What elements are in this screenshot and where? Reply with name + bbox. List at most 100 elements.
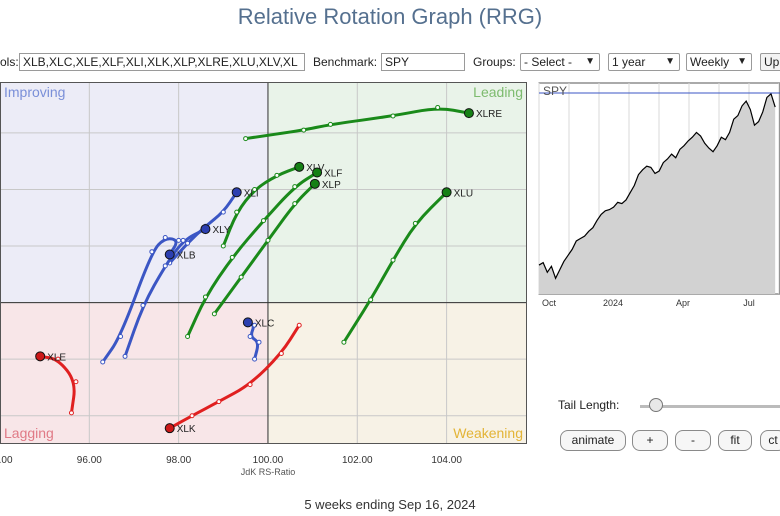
quadrant-leading <box>267 82 527 303</box>
tail-point <box>292 184 298 190</box>
tail-point <box>149 249 155 255</box>
plot-frame <box>0 82 527 444</box>
tail-xlf: XLF <box>185 167 342 340</box>
tail-point <box>256 339 262 345</box>
tail-point <box>180 237 186 243</box>
tail-point <box>292 201 298 207</box>
tail-point <box>252 186 258 192</box>
tail-xlre: XLRE <box>243 104 502 142</box>
tail-point <box>216 399 222 405</box>
quadrant-label-lagging: Lagging <box>4 425 54 441</box>
page-title: Relative Rotation Graph (RRG) <box>237 4 543 29</box>
period-caption: 5 weeks ending Sep 16, 2024 <box>304 497 476 512</box>
tail-head-marker <box>200 224 211 235</box>
x-tick-label: 96.00 <box>77 455 102 466</box>
x-tick-label: 98.00 <box>166 455 191 466</box>
tail-line <box>342 190 449 344</box>
tail-line <box>186 171 319 339</box>
tail-head-marker <box>164 249 175 260</box>
tail-point <box>176 237 182 243</box>
period-select[interactable]: 1 year ▼ <box>608 53 680 71</box>
tail-point <box>185 240 191 246</box>
benchmark-title: SPY <box>543 84 567 98</box>
tail-xlb: XLB <box>100 235 196 365</box>
tail-line <box>123 227 207 358</box>
tail-head-marker <box>309 178 320 189</box>
tail-point <box>189 413 195 419</box>
update-button[interactable]: Up <box>760 53 780 71</box>
zoom-in-button[interactable]: + <box>632 430 668 451</box>
tail-point <box>100 359 106 365</box>
groups-select[interactable]: - Select - ▼ <box>520 53 600 71</box>
fit-button[interactable]: fit <box>718 430 752 451</box>
tail-point <box>185 334 191 340</box>
tail-head-marker <box>312 167 323 178</box>
tail-length-slider[interactable] <box>640 405 780 408</box>
tail-label: XLE <box>47 352 66 363</box>
tail-point <box>296 322 302 328</box>
quadrant-lagging <box>0 302 268 444</box>
tail-point <box>229 254 235 260</box>
chevron-down-icon: ▼ <box>737 56 747 67</box>
tail-xlp: XLP <box>211 178 341 317</box>
tail-point <box>327 121 333 127</box>
tail-head-marker <box>35 351 46 362</box>
symbols-input[interactable]: XLB,XLC,XLE,XLF,XLI,XLK,XLP,XLRE,XLU,XLV… <box>19 53 305 71</box>
animate-button[interactable]: animate <box>560 430 626 451</box>
tail-xle: XLE <box>35 351 79 416</box>
tail-head-marker <box>231 187 242 198</box>
tail-point <box>140 302 146 308</box>
chevron-down-icon: ▼ <box>585 56 595 67</box>
quadrant-label-leading: Leading <box>473 84 523 100</box>
tail-point <box>162 235 168 241</box>
benchmark-line <box>538 92 776 280</box>
quadrant-label-weakening: Weakening <box>453 425 523 441</box>
tail-point <box>162 263 168 269</box>
tail-point <box>220 209 226 215</box>
tail-point <box>265 237 271 243</box>
tail-line <box>221 165 301 248</box>
frequency-select-value: Weekly <box>690 55 730 69</box>
tail-head-marker <box>294 161 305 172</box>
rrg-chart: Improving Leading Weakening Lagging 94.00 96.… <box>0 82 527 477</box>
tail-point <box>252 356 258 362</box>
period-select-value: 1 year <box>612 55 646 69</box>
tail-head-marker <box>242 317 253 328</box>
tail-point <box>73 379 79 385</box>
tail-point <box>301 127 307 133</box>
benchmark-x-tick: Apr <box>676 298 690 308</box>
tail-point <box>368 297 374 303</box>
quadrant-weakening <box>267 302 527 444</box>
tail-label: XLI <box>244 188 259 199</box>
tail-point <box>247 382 253 388</box>
tail-xlk: XLK <box>164 322 302 435</box>
tail-point <box>122 353 128 359</box>
x-tick-label: 94.00 <box>0 455 13 466</box>
tail-head-marker <box>441 187 452 198</box>
zoom-out-button[interactable]: - <box>675 430 711 451</box>
groups-select-value: - Select - <box>524 55 573 69</box>
tail-point <box>243 136 249 142</box>
tail-line <box>212 182 317 316</box>
tail-xly: XLY <box>122 224 231 359</box>
center-button[interactable]: ct <box>760 430 780 451</box>
x-tick-label: 100.00 <box>253 455 284 466</box>
benchmark-x-tick: Oct <box>542 298 557 308</box>
tail-point <box>435 104 441 110</box>
tail-label: XLK <box>177 424 196 435</box>
tail-line <box>244 107 471 141</box>
tail-label: XLC <box>255 318 274 329</box>
tail-point <box>68 410 74 416</box>
benchmark-x-tick: 2024 <box>603 298 623 308</box>
frequency-select[interactable]: Weekly ▼ <box>686 53 752 71</box>
benchmark-area <box>539 93 776 294</box>
tail-point <box>202 294 208 300</box>
tail-length-slider-handle[interactable] <box>649 398 664 412</box>
tail-head-marker <box>164 423 175 434</box>
benchmark-input[interactable]: SPY <box>381 53 465 71</box>
chevron-down-icon: ▼ <box>665 56 675 67</box>
x-axis-label: JdK RS-Ratio <box>241 467 296 477</box>
tail-label: XLP <box>322 180 341 191</box>
tail-label: XLF <box>324 169 342 180</box>
tail-point <box>238 274 244 280</box>
